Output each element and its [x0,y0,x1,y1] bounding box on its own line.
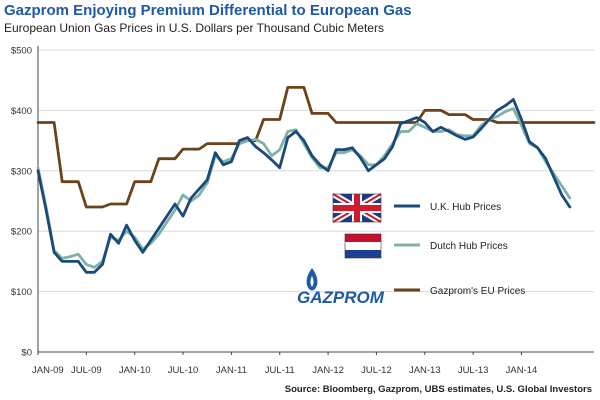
x-tick-label: JAN-13 [409,365,441,376]
chart-subtitle: European Union Gas Prices in U.S. Dollar… [4,21,384,35]
gazprom-logo: GAZPROM [297,268,385,307]
x-tick-label: JAN-11 [216,365,247,376]
uk-flag-icon [331,191,383,225]
x-tick-label: JUL-09 [71,365,102,376]
x-tick-label: JAN-14 [506,365,538,376]
y-tick-label: $300 [11,166,32,177]
y-tick-label: $0 [21,348,32,359]
y-tick-label: $100 [11,287,32,298]
netherlands-flag-icon [344,233,382,259]
grid-lines [38,49,594,293]
y-tick-label: $500 [11,46,32,57]
x-tick-label: JAN-12 [312,365,344,376]
x-tick-label: JUL-12 [361,365,392,376]
x-tick-label: JUL-13 [458,365,489,376]
gazprom-flame-icon [306,268,318,291]
y-tick-label: $400 [11,106,32,117]
legend-label-dutch: Dutch Hub Prices [430,241,508,252]
y-tick-label: $200 [11,227,32,238]
series-lines [36,86,596,274]
gazprom-logo-text: GAZPROM [297,288,385,307]
series-line-0 [36,98,572,274]
chart-title: Gazprom Enjoying Premium Differential to… [4,2,412,19]
axes: $0 $100 $200 $300 $400 $500 JAN-09 JUL-09 JAN-10… [11,46,594,376]
series-line-1 [36,107,572,269]
x-tick-label: JUL-11 [265,365,295,376]
source-note: Source: Bloomberg, Gazprom, UBS estimate… [284,384,592,395]
x-tick-label: JAN-10 [119,365,151,376]
legend-label-gazprom: Gazprom's EU Prices [430,286,525,297]
x-tick-label: JAN-09 [32,365,64,376]
x-tick-label: JUL-10 [168,365,199,376]
legend: U.K. Hub Prices Dutch Hub Prices Gazprom… [331,191,525,297]
legend-label-uk: U.K. Hub Prices [430,202,501,213]
series-line-2 [36,86,596,209]
